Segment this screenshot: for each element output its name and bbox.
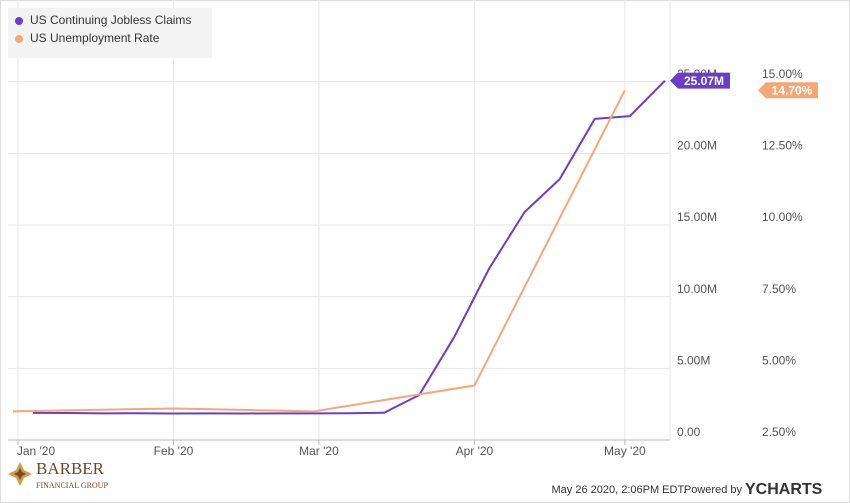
x-tick-label: Apr '20 (456, 444, 494, 458)
y-tick-label: 10.00M (677, 282, 717, 296)
y2-tick-label: 12.50% (762, 139, 803, 153)
value-flag (758, 82, 818, 99)
series-line (12, 89, 626, 413)
y2-tick-label: 5.00% (762, 354, 796, 368)
y-tick-label: 0.00 (677, 425, 701, 439)
y2-tick-label: 15.00% (762, 67, 803, 81)
y-tick-label: 15.00M (677, 210, 717, 224)
y2-tick-label: 7.50% (762, 282, 796, 296)
value-flag (670, 72, 730, 89)
logo-name: BARBER (36, 459, 105, 478)
logo-icon (14, 468, 26, 480)
x-tick-label: Mar '20 (299, 444, 339, 458)
legend-label: US Unemployment Rate (30, 31, 160, 45)
legend-label: US Continuing Jobless Claims (30, 13, 191, 27)
timestamp: May 26 2020, 2:06PM EDT. (551, 484, 686, 496)
y-tick-label: 5.00M (677, 354, 710, 368)
brand: YCHARTS (745, 481, 823, 498)
legend-marker (15, 35, 23, 43)
value-label: 14.70% (772, 83, 813, 97)
x-tick-label: Jan '20 (17, 444, 56, 458)
logo-sub: FINANCIAL GROUP (36, 481, 108, 490)
powered-by: Powered by (684, 484, 743, 496)
x-tick-label: May '20 (604, 444, 646, 458)
series-line (33, 79, 666, 415)
x-tick-label: Feb '20 (154, 444, 194, 458)
y-tick-label: 20.00M (677, 139, 717, 153)
legend-box (8, 8, 212, 58)
logo: BARBER FINANCIAL GROUP (8, 459, 108, 490)
value-label: 25.07M (684, 74, 724, 88)
legend-marker (15, 17, 23, 25)
y2-tick-label: 2.50% (762, 425, 796, 439)
y2-tick-label: 10.00% (762, 210, 803, 224)
